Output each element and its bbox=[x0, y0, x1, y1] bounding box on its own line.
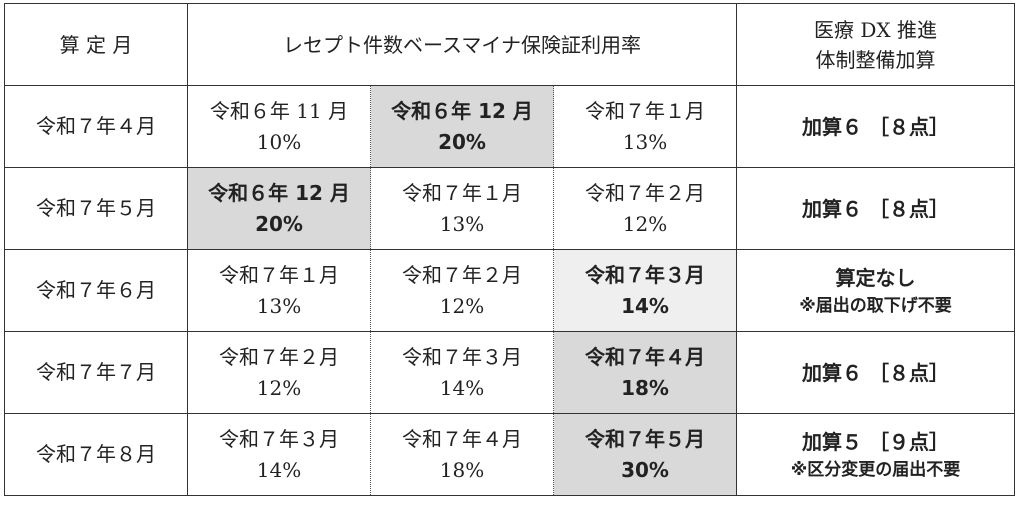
result-cell: 加算６ ［８点］ bbox=[736, 85, 1015, 168]
rate-value: 18% bbox=[621, 375, 669, 400]
header-addition-line1: 医療 DX 推進 bbox=[814, 17, 937, 42]
rate-cell: 令和７年２月 12% bbox=[187, 331, 371, 414]
table-row: 令和７年８月 令和７年３月 14% 令和７年４月 18% 令和７年５月 30% … bbox=[4, 413, 1015, 496]
rate-period: 令和７年２月 bbox=[219, 344, 339, 369]
row-month: 令和７年４月 bbox=[4, 85, 188, 168]
rate-value: 13% bbox=[256, 293, 302, 318]
row-month: 令和７年５月 bbox=[4, 167, 188, 250]
rate-value: 12% bbox=[439, 293, 485, 318]
rate-period: 令和７年３月 bbox=[585, 262, 705, 287]
rate-period: 令和７年１月 bbox=[219, 262, 339, 287]
rate-period: 令和７年１月 bbox=[585, 98, 705, 123]
rate-value: 14% bbox=[439, 375, 485, 400]
row-month: 令和７年６月 bbox=[4, 249, 188, 332]
result-note: ※届出の取下げ不要 bbox=[799, 295, 952, 316]
rate-period: 令和６年 12 月 bbox=[208, 180, 350, 205]
header-rates-label: レセプト件数ベースマイナ保険証利用率 bbox=[283, 32, 641, 57]
rate-period: 令和７年１月 bbox=[402, 180, 522, 205]
rate-cell: 令和７年４月 18% bbox=[370, 413, 554, 496]
rate-value: 12% bbox=[622, 211, 668, 236]
row-month: 令和７年７月 bbox=[4, 331, 188, 414]
rate-period: 令和６年 12 月 bbox=[391, 98, 533, 123]
rate-period: 令和７年５月 bbox=[585, 426, 705, 451]
rate-cell: 令和７年３月 14% bbox=[187, 413, 371, 496]
header-row: 算 定 月 レセプト件数ベースマイナ保険証利用率 医療 DX 推進 体制整備加算 bbox=[4, 3, 1015, 86]
header-month: 算 定 月 bbox=[4, 3, 188, 86]
result-text: 加算６ ［８点］ bbox=[802, 114, 949, 139]
rate-value: 13% bbox=[439, 211, 485, 236]
table-row: 令和７年７月 令和７年２月 12% 令和７年３月 14% 令和７年４月 18% … bbox=[4, 331, 1015, 414]
rate-period: 令和７年３月 bbox=[219, 426, 339, 451]
rate-period: 令和７年４月 bbox=[402, 426, 522, 451]
table-container: 算 定 月 レセプト件数ベースマイナ保険証利用率 医療 DX 推進 体制整備加算… bbox=[4, 3, 1015, 496]
rate-cell: 令和７年１月 13% bbox=[187, 249, 371, 332]
calculation-table: 算 定 月 レセプト件数ベースマイナ保険証利用率 医療 DX 推進 体制整備加算… bbox=[4, 3, 1015, 496]
rate-period: 令和６年 11 月 bbox=[209, 98, 349, 123]
rate-cell: 令和７年３月 14% bbox=[370, 331, 554, 414]
result-text: 加算５ ［９点］ bbox=[802, 429, 949, 454]
result-text: 加算６ ［８点］ bbox=[802, 360, 949, 385]
rate-value: 18% bbox=[439, 457, 485, 482]
rate-cell-highlighted: 令和７年３月 14% bbox=[553, 249, 737, 332]
rate-period: 令和７年４月 bbox=[585, 344, 705, 369]
rate-cell: 令和７年２月 12% bbox=[370, 249, 554, 332]
header-rates: レセプト件数ベースマイナ保険証利用率 bbox=[187, 3, 737, 86]
result-note: ※区分変更の届出不要 bbox=[790, 459, 961, 480]
rate-cell-highlighted: 令和７年４月 18% bbox=[553, 331, 737, 414]
result-cell: 算定なし ※届出の取下げ不要 bbox=[736, 249, 1015, 332]
rate-cell-highlighted: 令和６年 12 月 20% bbox=[187, 167, 371, 250]
rate-value: 10% bbox=[256, 129, 302, 154]
result-cell: 加算６ ［８点］ bbox=[736, 331, 1015, 414]
rate-cell: 令和７年２月 12% bbox=[553, 167, 737, 250]
rate-value: 14% bbox=[621, 293, 669, 318]
rate-value: 13% bbox=[622, 129, 668, 154]
rate-cell: 令和６年 11 月 10% bbox=[187, 85, 371, 168]
header-addition: 医療 DX 推進 体制整備加算 bbox=[736, 3, 1015, 86]
rate-period: 令和７年２月 bbox=[402, 262, 522, 287]
table-row: 令和７年４月 令和６年 11 月 10% 令和６年 12 月 20% 令和７年１… bbox=[4, 85, 1015, 168]
rate-value: 12% bbox=[256, 375, 302, 400]
rate-period: 令和７年３月 bbox=[402, 344, 522, 369]
result-text: 加算６ ［８点］ bbox=[802, 196, 949, 221]
rate-period: 令和７年２月 bbox=[585, 180, 705, 205]
rate-value: 20% bbox=[438, 129, 486, 154]
header-month-label: 算 定 月 bbox=[59, 32, 133, 57]
rate-cell: 令和７年１月 13% bbox=[370, 167, 554, 250]
rate-value: 20% bbox=[255, 211, 303, 236]
result-cell: 加算６ ［８点］ bbox=[736, 167, 1015, 250]
result-text: 算定なし bbox=[835, 265, 916, 290]
header-addition-line2: 体制整備加算 bbox=[815, 47, 936, 72]
rate-cell: 令和７年１月 13% bbox=[553, 85, 737, 168]
row-month: 令和７年８月 bbox=[4, 413, 188, 496]
rate-value: 30% bbox=[621, 457, 669, 482]
table-row: 令和７年５月 令和６年 12 月 20% 令和７年１月 13% 令和７年２月 1… bbox=[4, 167, 1015, 250]
table-row: 令和７年６月 令和７年１月 13% 令和７年２月 12% 令和７年３月 14% … bbox=[4, 249, 1015, 332]
rate-cell-highlighted: 令和６年 12 月 20% bbox=[370, 85, 554, 168]
result-cell: 加算５ ［９点］ ※区分変更の届出不要 bbox=[736, 413, 1015, 496]
rate-value: 14% bbox=[256, 457, 302, 482]
rate-cell-highlighted: 令和７年５月 30% bbox=[553, 413, 737, 496]
